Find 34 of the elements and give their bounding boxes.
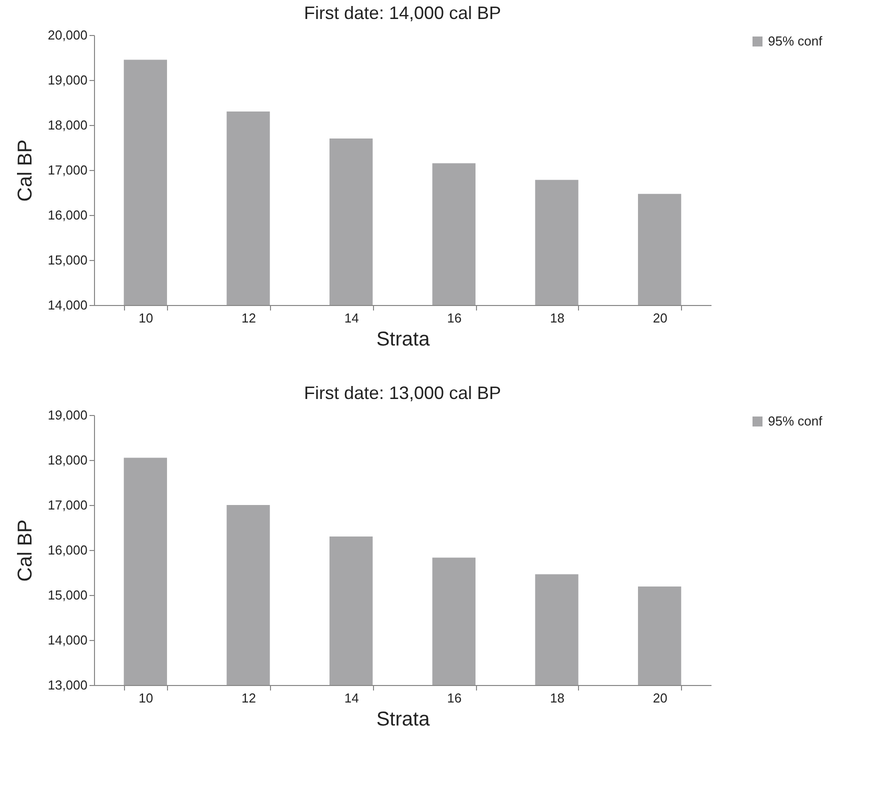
- y-tick-label: 17,000: [48, 162, 88, 178]
- y-tick-label: 18,000: [48, 118, 88, 132]
- x-tick-label: 20: [652, 690, 668, 706]
- legend-label: 95% conf: [768, 414, 823, 428]
- y-tick-label: 18,000: [48, 452, 88, 468]
- y-tick-label: 19,000: [48, 72, 88, 88]
- x-axis-title: Strata: [376, 328, 431, 350]
- x-tick-label: 12: [242, 690, 256, 706]
- x-tick-label: 14: [344, 690, 359, 706]
- x-tick-label: 14: [344, 310, 359, 326]
- y-tick-label: 16,000: [48, 542, 88, 558]
- chart-title: First date: 13,000 cal BP: [304, 383, 502, 403]
- y-tick-label: 19,000: [48, 408, 88, 422]
- legend-label: 95% conf: [768, 34, 823, 48]
- y-tick-label: 20,000: [48, 28, 88, 42]
- x-tick-label: 16: [447, 310, 462, 326]
- y-axis-title: Cal BP: [14, 139, 37, 202]
- x-tick-label: 16: [447, 690, 462, 706]
- chart-title: First date: 14,000 cal BP: [304, 3, 502, 23]
- x-tick-label: 10: [138, 690, 154, 706]
- y-tick-label: 17,000: [48, 498, 88, 512]
- y-tick-label: 13,000: [48, 678, 88, 692]
- y-axis-title: Cal BP: [14, 519, 37, 582]
- x-tick-label: 12: [242, 310, 256, 326]
- y-tick-label: 15,000: [48, 252, 88, 268]
- x-tick-label: 10: [138, 310, 154, 326]
- y-tick-label: 15,000: [48, 588, 88, 602]
- y-tick-label: 16,000: [48, 208, 88, 222]
- x-tick-label: 20: [652, 310, 668, 326]
- x-tick-label: 18: [550, 310, 564, 326]
- x-tick-label: 18: [550, 690, 564, 706]
- y-tick-label: 14,000: [48, 632, 88, 648]
- y-tick-label: 14,000: [48, 298, 88, 312]
- x-axis-title: Strata: [376, 708, 431, 730]
